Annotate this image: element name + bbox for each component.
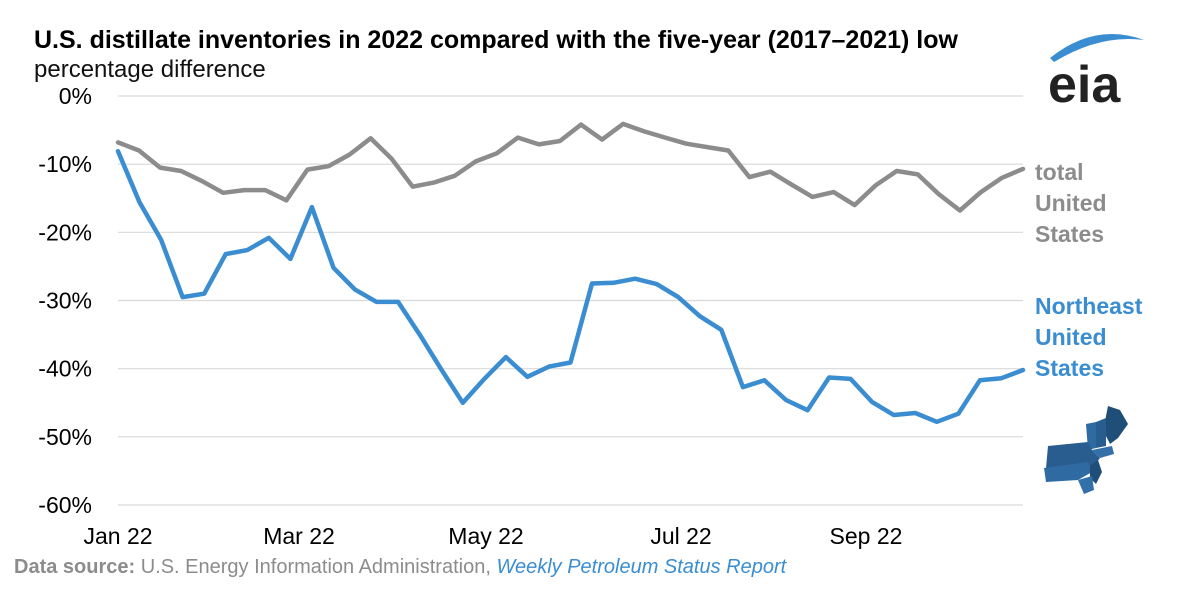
y-tick-label: 0% [59,83,92,109]
series-label: Northeast [1035,293,1143,319]
series-label: United [1035,324,1107,350]
source-lead: Data source: [14,556,136,578]
x-tick-label: Jan 22 [83,523,152,549]
series-labels: total United States Northeast United States [1035,159,1143,381]
series-label: total [1035,159,1084,185]
y-tick-label: -20% [38,219,92,245]
gridlines [118,95,1023,506]
y-axis-ticks: 0% -10% -20% -30% -40% -50% -60% [38,83,92,518]
northeast-us-map-icon [1044,406,1128,494]
x-tick-label: Jul 22 [650,523,711,549]
y-tick-label: -60% [38,492,92,518]
y-tick-label: -10% [38,151,92,177]
series-lines [115,121,1026,425]
chart-subtitle: percentage difference [34,56,266,83]
y-tick-label: -40% [38,356,92,382]
source-report-link[interactable]: Weekly Petroleum Status Report [496,556,787,578]
y-tick-label: -50% [38,424,92,450]
x-tick-label: Mar 22 [263,523,335,549]
series-label: States [1035,355,1104,381]
series-label: States [1035,221,1104,247]
data-source-note: Data source: U.S. Energy Information Adm… [14,556,786,579]
y-tick-label: -30% [38,288,92,314]
x-axis-ticks: Jan 22 Mar 22 May 22 Jul 22 Sep 22 [83,523,902,549]
x-tick-label: Sep 22 [830,523,903,549]
eia-logo-icon: eia [1048,34,1144,108]
chart-title: U.S. distillate inventories in 2022 comp… [34,26,958,54]
series-line-1 [115,148,1026,425]
series-line-0 [115,121,1026,213]
source-org: U.S. Energy Information Administration, [135,556,497,578]
eia-logo-text: eia [1048,56,1121,108]
x-tick-label: May 22 [448,523,523,549]
series-label: United [1035,190,1107,216]
